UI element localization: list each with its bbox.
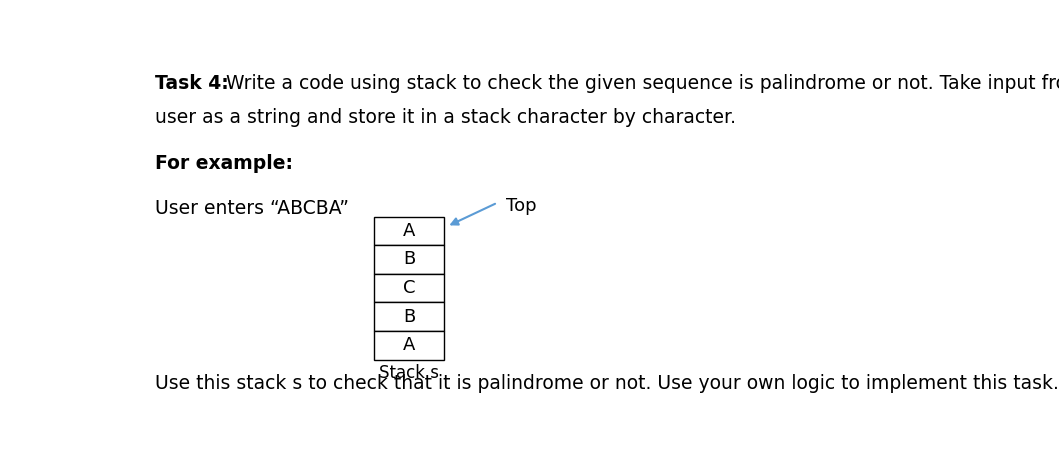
Text: A: A [403, 222, 415, 240]
Text: Stack s: Stack s [379, 364, 439, 382]
Text: For example:: For example: [156, 154, 293, 173]
FancyBboxPatch shape [375, 274, 445, 302]
Text: user as a string and store it in a stack character by character.: user as a string and store it in a stack… [156, 108, 736, 127]
Text: Write a code using stack to check the given sequence is palindrome or not. Take : Write a code using stack to check the gi… [220, 73, 1059, 92]
FancyBboxPatch shape [375, 331, 445, 360]
Text: Use this stack s to check that it is palindrome or not. Use your own logic to im: Use this stack s to check that it is pal… [156, 374, 1059, 392]
Text: Top: Top [506, 198, 537, 215]
Text: C: C [403, 279, 415, 297]
FancyBboxPatch shape [375, 217, 445, 245]
Text: User enters “ABCBA”: User enters “ABCBA” [156, 199, 349, 218]
FancyBboxPatch shape [375, 245, 445, 274]
Text: Task 4:: Task 4: [156, 73, 229, 92]
Text: B: B [403, 251, 415, 269]
Text: A: A [403, 336, 415, 354]
Text: B: B [403, 308, 415, 326]
FancyBboxPatch shape [375, 302, 445, 331]
